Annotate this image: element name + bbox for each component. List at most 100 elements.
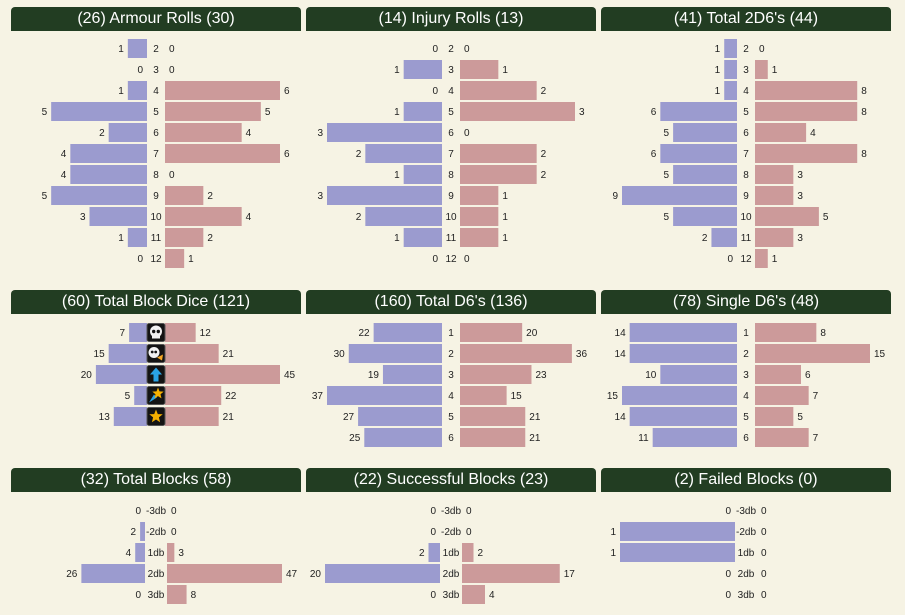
chart-row: 19 23 3 [368,365,547,384]
bar-right [165,102,261,121]
chart-title: (2) Failed Blocks (0) [601,468,891,492]
bar-right [460,428,526,447]
chart-title: (160) Total D6's (136) [306,290,596,314]
bar-left-label: 5 [42,191,48,202]
bar-left-label: 1 [715,65,721,76]
bar-left [403,60,442,79]
bar-left-label: 37 [312,391,324,402]
bar-right [165,81,280,100]
bar-left [622,186,737,205]
bar-left [127,228,147,247]
bar-right-label: 2 [541,86,547,97]
bar-right-label: 8 [820,328,826,339]
bar-right-label: 0 [466,506,472,517]
bar-left [108,123,147,142]
bar-left-label: 1 [610,548,616,559]
chart-row: 6 8 5 [651,102,867,121]
bar-left-label: 25 [349,433,361,444]
chart-row: 6 8 7 [651,144,867,163]
bar-right-label: 21 [223,349,235,360]
bar-left [724,39,737,58]
bar-left-label: 2 [356,149,362,160]
bar-right [460,60,499,79]
bar-right-label: 8 [861,107,867,118]
bar-left [327,123,442,142]
bar-right-label: 1 [772,254,778,265]
bar-right-label: 1 [188,254,194,265]
category-label: 2db [738,569,755,580]
panel-failed-blocks: (2) Failed Blocks (0) 0 0 -3db 1 0 -2db 1 0 1db 0… [601,468,891,608]
chart-title: (22) Successful Blocks (23) [306,468,596,492]
bar-left-label: 14 [615,328,627,339]
bar-left [81,564,145,583]
bar-right-label: 0 [169,44,175,55]
bar-right-label: 0 [464,44,470,55]
chart-row: 0 03 [137,65,175,76]
chart-row: 0 0 -3db [135,506,177,517]
bar-right [165,344,219,363]
bar-left-label: 10 [645,370,657,381]
bar-right [755,102,858,121]
bar-left-label: 6 [651,149,657,160]
bar-right-label: 0 [759,44,765,55]
bar-right-label: 22 [225,391,237,402]
bar-right [460,228,499,247]
category-label: 1 [448,328,454,339]
bar-right-label: 20 [526,328,538,339]
bar-right-label: 21 [529,412,541,423]
bar-left [51,186,147,205]
bar-left [70,144,147,163]
bar-right-label: 2 [541,170,547,181]
category-label: 3db [738,590,755,601]
bar-right-label: 6 [284,149,290,160]
bar-left [373,323,442,342]
bar-right-label: 15 [511,391,523,402]
category-label: 5 [743,107,749,118]
bar-left-label: 20 [81,370,93,381]
bar-right-label: 4 [246,128,252,139]
category-label: 7 [153,149,159,160]
chart-row: 0 0 12 [432,254,470,265]
bar-right [165,386,222,405]
bar-left-label: 9 [612,191,618,202]
bar-left-label: 0 [432,86,438,97]
bar-right-label: 47 [286,569,298,580]
bar-left [724,81,737,100]
bar-left [629,344,737,363]
category-label: 11 [446,233,457,244]
bar-left-label: 2 [419,548,425,559]
bar-right-label: 21 [223,412,235,423]
bar-left-label: 4 [61,149,67,160]
bar-left-label: 0 [430,506,436,517]
push-icon [146,365,166,384]
bar-right [167,543,175,562]
bar-left [620,522,735,541]
chart-row: 0 1 12 [727,249,778,268]
chart-row: 1 1 3 [394,60,508,79]
bar-left [382,365,442,384]
bar-right [755,344,870,363]
chart-row: 1 02 [715,39,765,58]
bar-right-label: 8 [191,590,197,601]
bar-right [460,386,507,405]
chart-total-blocks: 0 0 -3db 2 0 -2db 4 3 1db 26 47 2db 0 8 3db [66,506,298,604]
bar-right-label: 0 [761,506,767,517]
bar-left [629,323,737,342]
bar-right-label: 0 [171,506,177,517]
bar-left [622,386,737,405]
bar-left-label: 0 [430,590,436,601]
bar-right [755,249,768,268]
chart-row: 26 47 2db [66,564,298,583]
bar-right-label: 0 [761,548,767,559]
bar-left-label: 5 [664,212,670,223]
chart-row: 2 2 1db [419,543,484,562]
bar-left [620,543,735,562]
bar-right [755,407,794,426]
bar-right [165,323,196,342]
bar-left-label: 2 [99,128,105,139]
chart-row: 0 0 -2db [430,527,472,538]
bar-right-label: 7 [813,391,819,402]
bar-left [660,102,737,121]
